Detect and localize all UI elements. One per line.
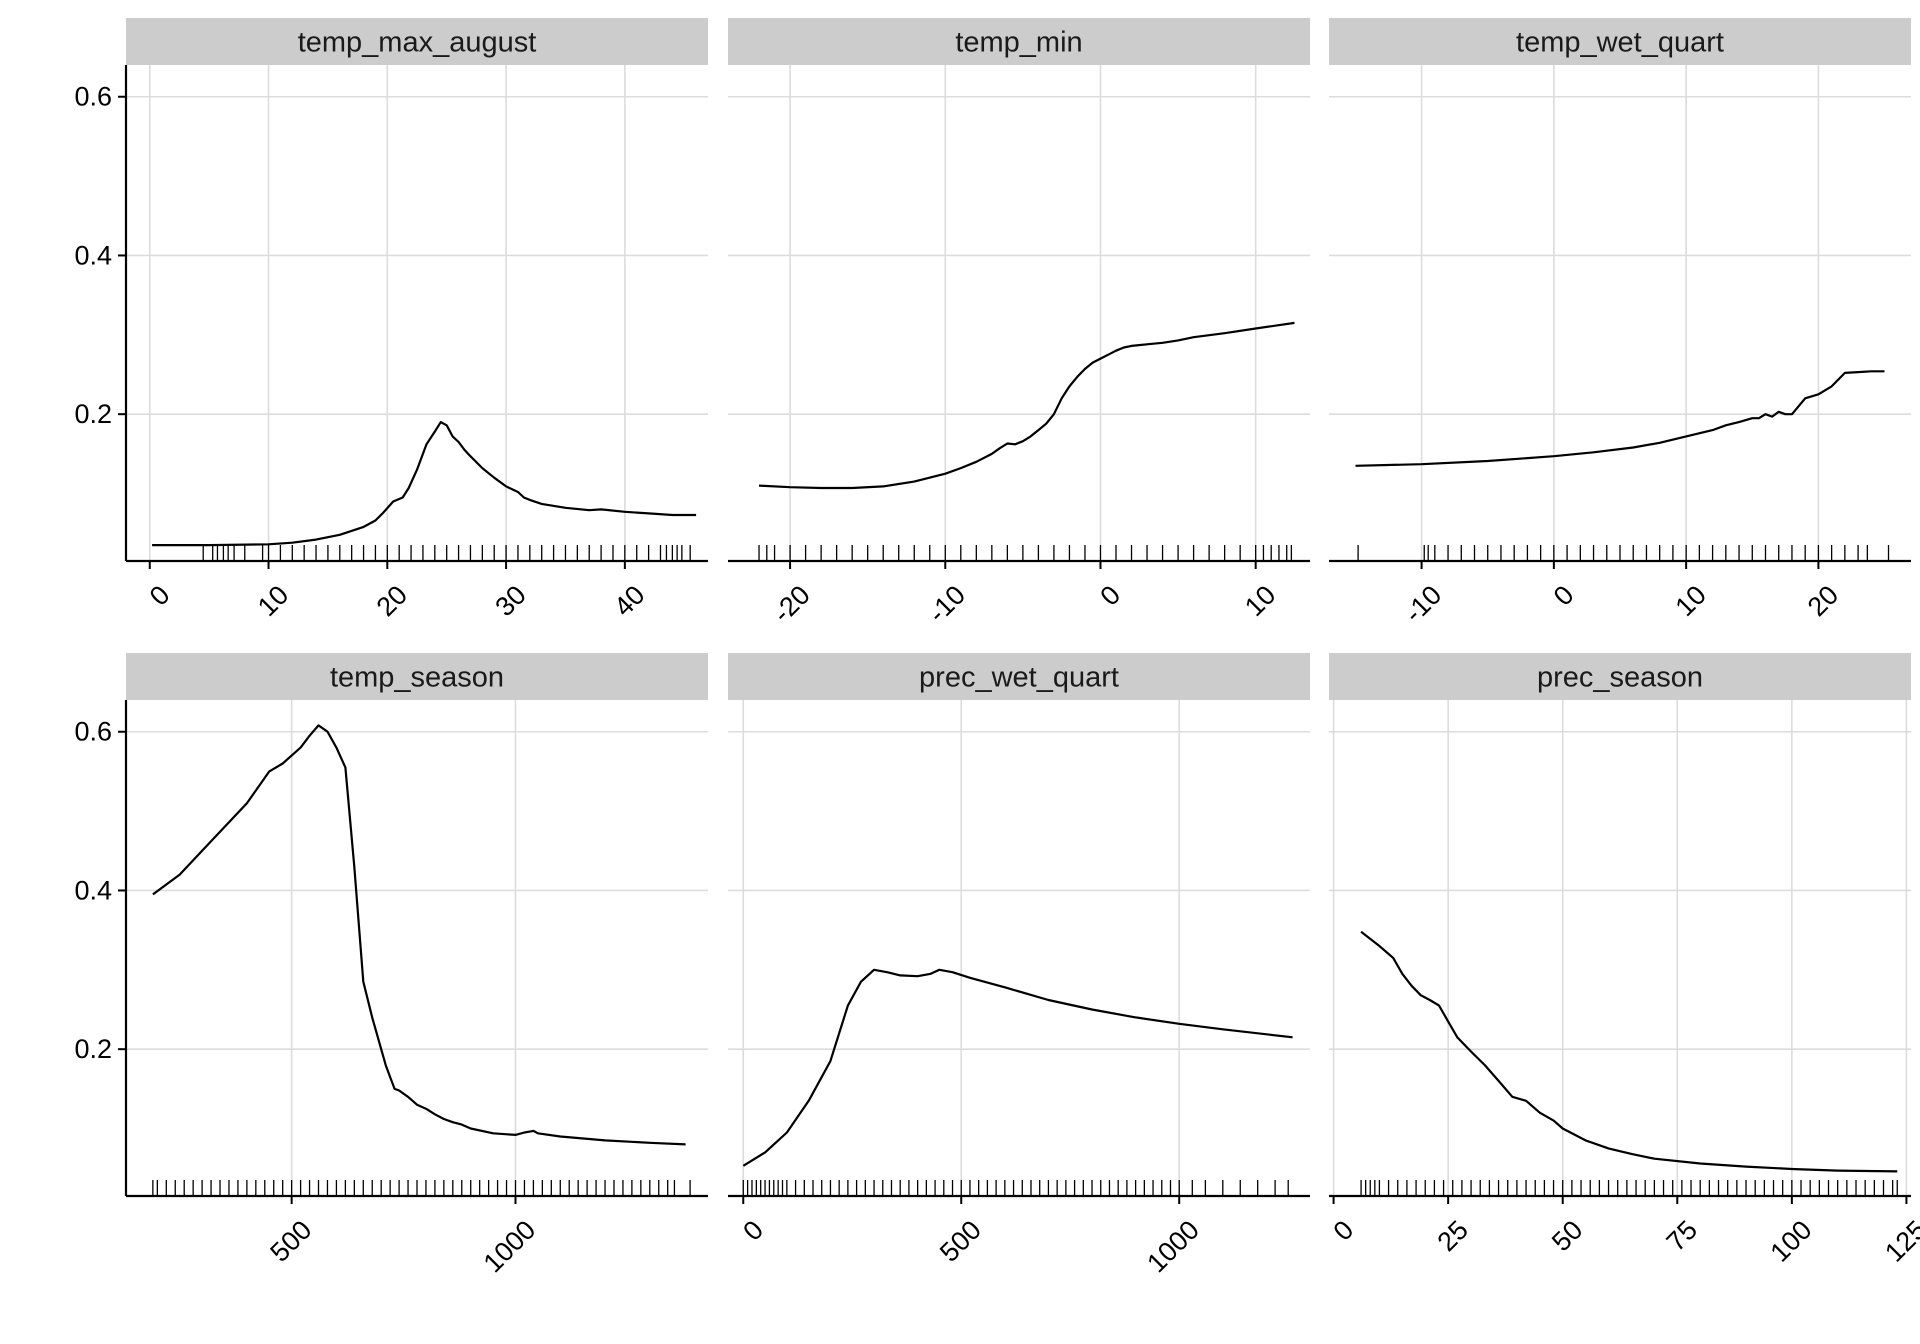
series-line — [742, 968, 1293, 1167]
x-tick-label: 50 — [1546, 1215, 1588, 1257]
facet-title: temp_season — [330, 662, 504, 694]
y-tick-label: 0.2 — [74, 1034, 112, 1064]
x-tick-label: -10 — [922, 580, 971, 629]
facet-strip — [126, 653, 708, 700]
y-tick-label: 0.6 — [74, 717, 112, 747]
y-tick-label: 0.4 — [74, 240, 112, 270]
facet-title: temp_max_august — [298, 27, 537, 59]
facet-strip — [1329, 18, 1911, 65]
x-tick-label: 1000 — [478, 1215, 542, 1279]
facet-strip — [728, 653, 1310, 700]
x-tick-label: 10 — [252, 580, 294, 622]
x-tick-label: 0 — [1328, 1215, 1360, 1247]
x-tick-label: 0 — [1548, 580, 1580, 612]
x-tick-label: 100 — [1765, 1215, 1818, 1268]
x-tick-label: 10 — [1239, 580, 1281, 622]
facet-panel: temp_max_august 0.2 0.4 0.6 0 10 20 30 40 — [74, 18, 708, 622]
x-tick-label: 0 — [144, 580, 176, 612]
facet-strip — [1329, 653, 1911, 700]
y-tick-label: 0.4 — [74, 875, 112, 905]
facet-strip — [126, 18, 708, 65]
x-tick-label: 125 — [1879, 1215, 1920, 1268]
x-tick-label: 500 — [264, 1215, 317, 1268]
facet-panel: prec_wet_quart 0 500 1000 — [728, 653, 1310, 1278]
facet-panel: temp_min -20 -10 0 10 — [728, 18, 1310, 628]
x-tick-label: -10 — [1399, 580, 1448, 629]
x-tick-label: -20 — [767, 580, 816, 629]
y-tick-label: 0.2 — [74, 399, 112, 429]
x-tick-label: 30 — [489, 580, 531, 622]
series-line — [758, 321, 1295, 490]
series-line — [1360, 930, 1898, 1173]
series-line — [152, 421, 697, 547]
y-tick-label: 0.6 — [74, 82, 112, 112]
facet-panel: temp_wet_quart -10 0 10 20 — [1329, 18, 1911, 628]
facet-title: temp_wet_quart — [1516, 27, 1724, 59]
x-tick-label: 0 — [1094, 580, 1126, 612]
x-tick-label: 20 — [1802, 580, 1844, 622]
x-tick-label: 1000 — [1141, 1215, 1205, 1279]
x-tick-label: 20 — [371, 580, 413, 622]
facet-title: prec_wet_quart — [919, 662, 1119, 694]
x-tick-label: 500 — [934, 1215, 987, 1268]
facet-title: temp_min — [955, 27, 1082, 59]
x-tick-label: 10 — [1669, 580, 1711, 622]
facet-panel: temp_season 0.2 0.4 0.6 500 1000 — [74, 653, 708, 1278]
x-tick-label: 25 — [1432, 1215, 1474, 1257]
x-tick-label: 40 — [608, 580, 650, 622]
x-tick-label: 0 — [737, 1215, 769, 1247]
x-tick-label: 75 — [1661, 1215, 1703, 1257]
series-line — [1355, 370, 1885, 467]
series-line — [152, 724, 686, 1146]
facet-strip — [728, 18, 1310, 65]
facet-title: prec_season — [1537, 662, 1703, 694]
facet-panel: prec_season 0 25 50 75 100 125 — [1328, 653, 1920, 1268]
